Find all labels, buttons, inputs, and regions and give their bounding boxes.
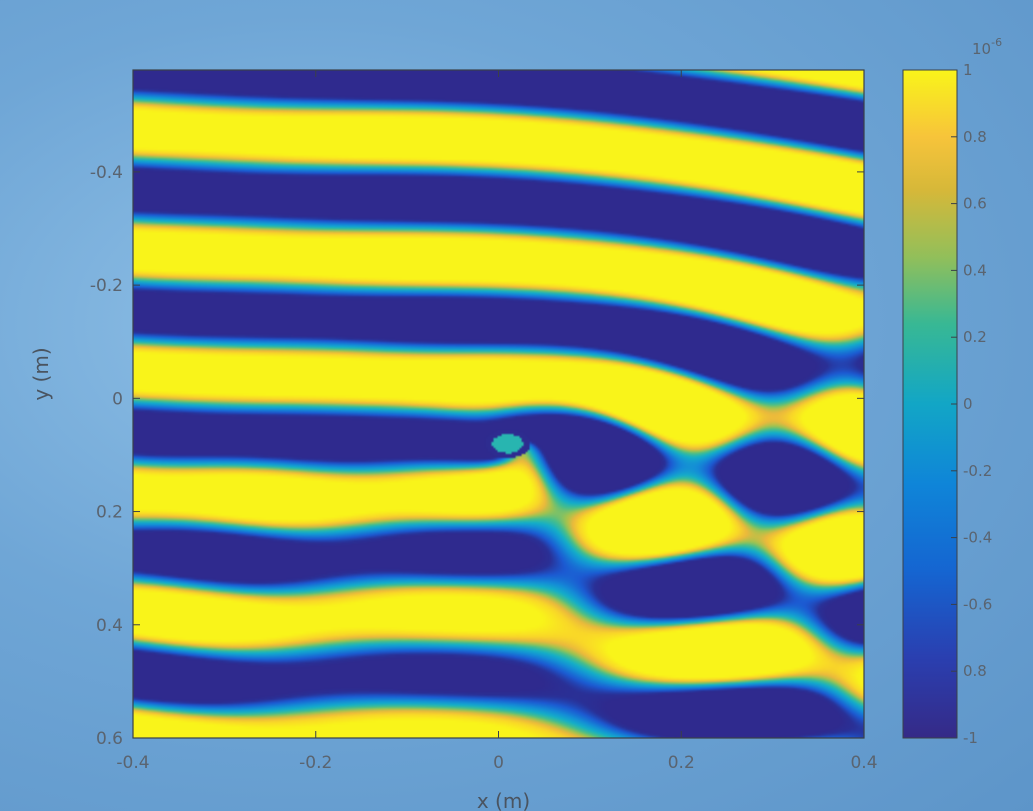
y-axis-label: y (m) — [29, 347, 53, 400]
colorbar-tick-label: 0.2 — [963, 328, 987, 346]
y-tick-label: -0.2 — [90, 276, 123, 296]
y-tick-label: 0.2 — [96, 503, 123, 523]
colorbar: 1 0.8 0.6 0.4 0.2 0 -0.2 -0.4 -0.6 0.8 -1 10-6 — [902, 36, 1002, 747]
x-axis: -0.4 -0.2 0 0.2 0.4 — [116, 70, 878, 773]
colorbar-exponent: 10-6 — [972, 36, 1002, 58]
y-tick-label: 0.4 — [96, 616, 123, 636]
x-tick-label: 0.2 — [668, 753, 695, 773]
colorbar-tick-label: 0.6 — [963, 195, 987, 213]
x-tick-label: 0 — [493, 753, 504, 773]
colorbar-exponent-base: 10 — [972, 40, 991, 58]
colorbar-exponent-power: -6 — [991, 36, 1002, 49]
colorbar-gradient — [902, 69, 958, 739]
colorbar-tick-label: 0.4 — [963, 261, 987, 279]
x-tick-label: -0.4 — [116, 753, 149, 773]
colorbar-tick-label: -0.6 — [963, 595, 992, 613]
x-tick-label: 0.4 — [850, 753, 877, 773]
x-axis-label: x (m) — [477, 789, 530, 811]
colorbar-ticks: 1 0.8 0.6 0.4 0.2 0 -0.2 -0.4 -0.6 0.8 -1 — [951, 61, 992, 747]
x-tick-label: -0.2 — [299, 753, 332, 773]
plot-area: -0.4 -0.2 0 0.2 0.4 -0.4 -0.2 0 0.2 0.4 0.6 x (m)… — [29, 69, 878, 811]
colorbar-tick-label: -0.2 — [963, 462, 992, 480]
y-tick-label: -0.4 — [90, 163, 123, 183]
field-image — [133, 70, 864, 738]
colorbar-tick-label: -1 — [963, 729, 978, 747]
colorbar-tick-label: 1 — [963, 61, 973, 79]
colorbar-tick-label: -0.4 — [963, 529, 992, 547]
colorbar-tick-label: 0 — [963, 395, 973, 413]
y-tick-label: 0.6 — [96, 729, 123, 749]
y-tick-label: 0 — [112, 389, 123, 409]
field-heatmap — [133, 70, 864, 738]
colorbar-tick-label: 0.8 — [963, 128, 987, 146]
colorbar-tick-label: 0.8 — [963, 662, 987, 680]
y-axis: -0.4 -0.2 0 0.2 0.4 0.6 — [90, 163, 864, 749]
